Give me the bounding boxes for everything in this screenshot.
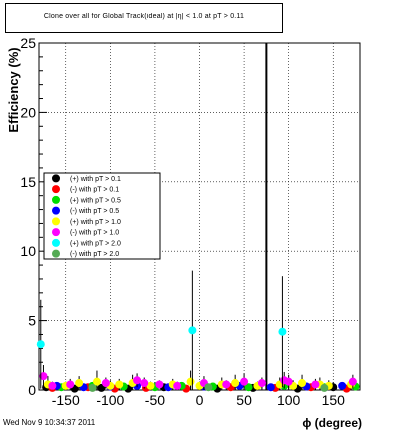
data-points <box>36 43 360 393</box>
x-tick-label: 0 <box>196 392 204 408</box>
data-point <box>348 377 357 386</box>
data-point <box>36 340 45 349</box>
data-point <box>101 379 110 388</box>
y-tick-label: 0 <box>28 382 36 398</box>
legend-marker <box>52 249 60 258</box>
legend-entry: (+) with pT > 1.0 <box>70 219 121 226</box>
data-point <box>311 380 320 389</box>
data-point <box>298 379 307 388</box>
data-point <box>140 379 149 388</box>
data-point <box>188 326 197 335</box>
data-point <box>88 383 97 392</box>
legend-entry: (+) with pT > 0.5 <box>70 197 121 204</box>
legend-entry: (-) with pT > 2.0 <box>70 251 119 258</box>
legend-marker <box>52 206 60 215</box>
data-point <box>186 377 195 386</box>
legend-marker <box>52 217 60 226</box>
legend-entry: (-) with pT > 1.0 <box>70 230 119 237</box>
y-tick-label: 15 <box>20 174 36 190</box>
x-tick-label: -50 <box>145 392 165 408</box>
legend-marker <box>52 185 60 194</box>
data-point <box>133 376 142 385</box>
legend-entry: (-) with pT > 0.1 <box>70 187 119 194</box>
grid <box>39 43 360 390</box>
legend-entry: (-) with pT > 0.5 <box>70 208 119 215</box>
x-tick-label: -150 <box>52 392 80 408</box>
chart-title-box: Clone over all for Global Track(ideal) a… <box>5 3 283 33</box>
legend-marker <box>52 238 60 247</box>
data-point <box>278 327 287 336</box>
footer-timestamp: Wed Nov 9 10:34:37 2011 <box>3 418 96 427</box>
legend: (+) with pT > 0.1 (-) with pT > 0.1 (+) wi… <box>43 172 161 260</box>
data-point <box>155 380 164 389</box>
y-axis-label: Efficiency (%) <box>6 47 21 132</box>
legend-entry: (+) with pT > 0.1 <box>70 176 121 183</box>
x-tick-label: 100 <box>277 392 301 408</box>
x-axis-label: ϕ (degree) <box>302 416 362 430</box>
data-point <box>338 381 347 390</box>
data-point <box>284 377 293 386</box>
x-tick-label: 150 <box>322 392 346 408</box>
data-point <box>146 381 155 390</box>
data-point <box>75 379 84 388</box>
legend-marker <box>52 195 60 204</box>
legend-marker <box>52 228 60 237</box>
data-point <box>173 381 182 390</box>
y-tick-label: 5 <box>28 313 36 329</box>
data-point <box>115 380 124 389</box>
data-point <box>240 377 249 386</box>
y-tick-label: 25 <box>20 35 36 51</box>
data-point <box>39 372 48 381</box>
x-tick-label: 50 <box>236 392 252 408</box>
data-point <box>204 383 213 392</box>
chart-title: Clone over all for Global Track(ideal) a… <box>43 13 245 20</box>
x-tick-label: -100 <box>96 392 124 408</box>
data-point <box>320 383 329 392</box>
y-tick-label: 10 <box>20 243 36 259</box>
data-point <box>66 380 75 389</box>
legend-entry: (+) with pT > 2.0 <box>70 240 121 247</box>
data-point <box>244 383 253 392</box>
data-point <box>48 381 57 390</box>
data-point <box>231 379 240 388</box>
legend-marker <box>52 174 60 183</box>
data-point <box>257 379 266 388</box>
y-tick-label: 20 <box>20 104 36 120</box>
legend-box <box>43 172 161 260</box>
data-point <box>92 377 101 386</box>
data-point <box>266 383 275 392</box>
axes: 0 5 10 15 20 25 -150 -100 -50 0 50 100 150 <box>20 35 352 408</box>
data-point <box>222 380 231 389</box>
